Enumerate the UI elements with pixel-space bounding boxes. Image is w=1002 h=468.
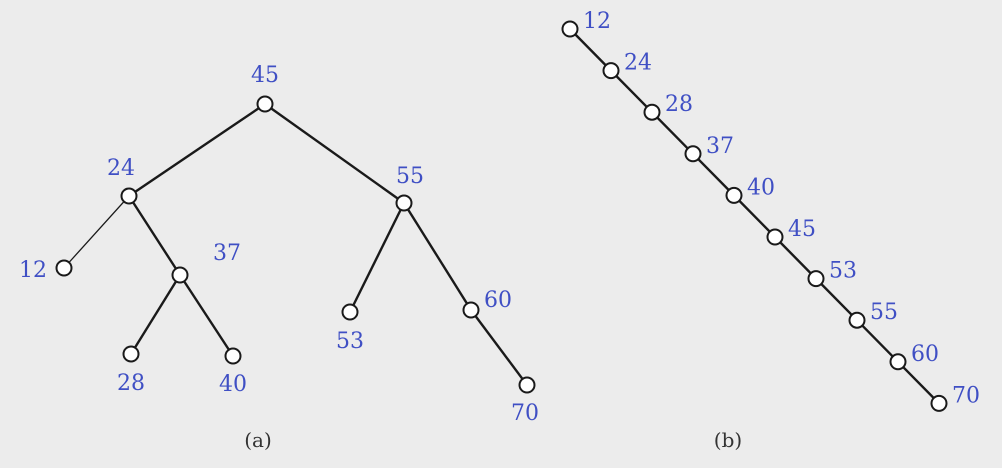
tree-a-node-70 <box>518 376 536 394</box>
tree-b-node-label-12: 12 <box>583 9 611 34</box>
tree-b-edge-24-28 <box>610 69 653 114</box>
tree-b-edge-60-70 <box>897 360 940 405</box>
tree-b-node-label-24: 24 <box>624 51 652 76</box>
tree-b-edges <box>569 28 940 405</box>
tree-a-node-label-40: 40 <box>219 372 247 397</box>
tree-b-node-label-28: 28 <box>665 92 693 117</box>
tree-b-node-55 <box>848 311 866 329</box>
tree-a-node-45 <box>256 95 274 113</box>
tree-b-node-60 <box>889 353 907 371</box>
tree-a-node-60 <box>462 301 480 319</box>
tree-a-node-label-70: 70 <box>511 401 539 426</box>
degenerate-bst-diagram: 12 24 28 37 40 45 53 55 60 70 (b) <box>561 9 980 452</box>
tree-a-node-label-28: 28 <box>117 371 145 396</box>
tree-b-node-label-60: 60 <box>911 342 939 367</box>
tree-b-node-53 <box>807 270 825 288</box>
tree-a-edge-55-60 <box>402 202 473 311</box>
tree-b-edge-55-60 <box>856 319 899 363</box>
tree-a-edge-37-40 <box>178 274 235 357</box>
tree-a-edge-45-24 <box>128 103 266 197</box>
tree-a-node-label-45: 45 <box>251 63 279 88</box>
tree-a-nodes: 45 24 55 12 37 28 40 53 60 70 <box>19 63 539 426</box>
tree-a-node-53 <box>341 303 359 321</box>
tree-a-edge-60-70 <box>470 309 528 386</box>
tree-b-edge-37-40 <box>692 152 735 197</box>
tree-b-edge-53-55 <box>815 277 858 322</box>
tree-a-edge-37-28 <box>129 274 182 355</box>
tree-b-node-label-55: 55 <box>870 300 898 325</box>
tree-a-node-label-24: 24 <box>107 156 135 181</box>
tree-b-nodes: 12 24 28 37 40 45 53 55 60 70 <box>561 9 980 412</box>
tree-b-node-45 <box>766 228 784 246</box>
tree-b-edge-45-53 <box>774 236 817 280</box>
tree-b-node-label-45: 45 <box>788 217 816 242</box>
balanced-bst-diagram: 45 24 55 12 37 28 40 53 60 70 (a) <box>19 63 539 452</box>
tree-a-node-label-53: 53 <box>336 329 364 354</box>
tree-b-node-24 <box>602 62 620 80</box>
tree-b-edge-40-45 <box>733 194 776 238</box>
tree-a-edge-24-12 <box>63 195 130 269</box>
tree-b-node-label-53: 53 <box>829 259 857 284</box>
tree-a-node-40 <box>224 347 242 365</box>
caption-b: (b) <box>714 428 742 452</box>
tree-b-node-label-37: 37 <box>706 134 734 159</box>
tree-a-node-37 <box>171 266 189 284</box>
tree-a-node-28 <box>122 345 140 363</box>
tree-a-edge-24-37 <box>127 195 182 276</box>
tree-b-node-12 <box>561 20 579 38</box>
tree-a-edge-55-53 <box>348 202 406 313</box>
tree-a-node-55 <box>395 194 413 212</box>
tree-b-node-label-40: 40 <box>747 175 775 200</box>
tree-a-node-24 <box>120 187 138 205</box>
tree-b-node-40 <box>725 186 743 204</box>
tree-a-node-12 <box>55 259 73 277</box>
caption-a: (a) <box>244 428 272 452</box>
tree-a-edge-45-55 <box>264 103 405 204</box>
tree-b-node-28 <box>643 103 661 121</box>
tree-a-edges <box>63 103 528 386</box>
tree-a-node-label-12: 12 <box>19 258 47 283</box>
tree-a-node-label-60: 60 <box>484 288 512 313</box>
tree-b-node-70 <box>930 394 948 412</box>
tree-a-node-label-55: 55 <box>396 164 424 189</box>
tree-a-node-label-37: 37 <box>213 241 241 266</box>
tree-b-node-37 <box>684 145 702 163</box>
tree-b-node-label-70: 70 <box>952 383 980 408</box>
tree-b-edge-12-24 <box>569 28 612 72</box>
tree-b-edge-28-37 <box>651 111 694 155</box>
